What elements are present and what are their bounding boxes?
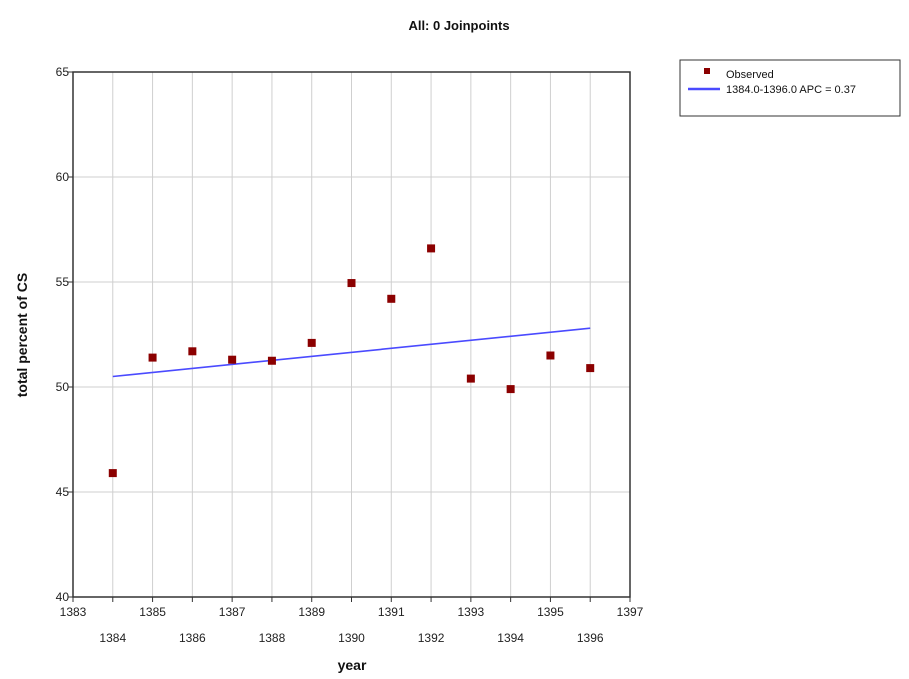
y-axis-title: total percent of CS (14, 273, 30, 397)
x-tick-label: 1396 (577, 631, 604, 645)
x-tick-label: 1386 (179, 631, 206, 645)
y-tick-label: 60 (56, 170, 70, 184)
x-tick-label: 1384 (99, 631, 126, 645)
observed-point (506, 385, 515, 394)
y-tick-label: 55 (56, 275, 70, 289)
series-layer (108, 244, 595, 478)
x-tick-label: 1395 (537, 605, 564, 619)
observed-point (228, 355, 237, 364)
y-tick-label: 40 (56, 590, 70, 604)
x-axis-title: year (338, 657, 367, 673)
observed-point (347, 279, 356, 288)
observed-point (466, 374, 475, 383)
y-tick-label: 50 (56, 380, 70, 394)
legend-label-apc: 1384.0-1396.0 APC = 0.37 (726, 84, 856, 96)
apc-trend-line (112, 327, 591, 378)
x-tick-label: 1385 (139, 605, 166, 619)
x-tick-label: 1393 (458, 605, 485, 619)
observed-point (546, 351, 555, 360)
x-axis-ticks: 1383 1384 1385 1386 1387 1388 1389 1390 1391 1392… (60, 597, 644, 645)
observed-point (148, 353, 157, 362)
y-tick-label: 45 (56, 485, 70, 499)
observed-point (427, 244, 436, 253)
x-tick-label: 1389 (298, 605, 325, 619)
observed-point (586, 364, 595, 373)
legend: Observed 1384.0-1396.0 APC = 0.37 (679, 59, 901, 117)
y-axis-ticks: 40 45 50 55 60 65 (56, 65, 73, 604)
x-tick-label: 1392 (418, 631, 445, 645)
x-tick-label: 1394 (497, 631, 524, 645)
legend-label-observed: Observed (726, 69, 774, 81)
observed-point (307, 338, 316, 347)
x-tick-label: 1397 (617, 605, 644, 619)
observed-point (108, 469, 117, 478)
y-tick-label: 65 (56, 65, 70, 79)
observed-point (267, 356, 276, 365)
legend-marker-observed (704, 68, 710, 74)
observed-point (188, 347, 197, 356)
x-tick-label: 1387 (219, 605, 246, 619)
observed-point (387, 294, 396, 303)
plot-border (72, 71, 631, 598)
x-tick-label: 1390 (338, 631, 365, 645)
chart-title: All: 0 Joinpoints (408, 18, 509, 33)
x-tick-label: 1388 (259, 631, 286, 645)
x-tick-label: 1391 (378, 605, 405, 619)
x-tick-label: 1383 (60, 605, 87, 619)
